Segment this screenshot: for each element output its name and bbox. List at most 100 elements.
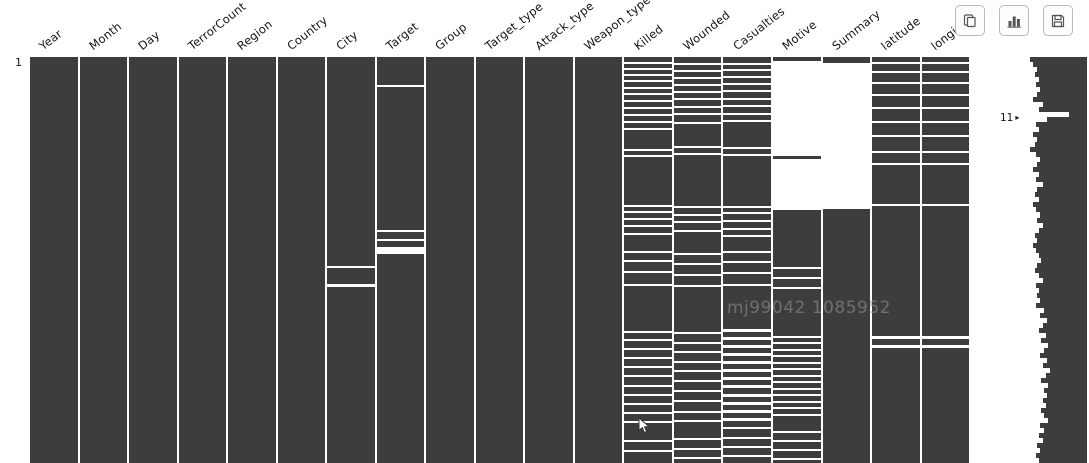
column-Country: Country xyxy=(277,13,330,463)
missing-stripe xyxy=(673,98,722,101)
missing-stripe xyxy=(772,448,821,451)
missing-stripe xyxy=(624,440,672,443)
missing-stripe xyxy=(921,162,970,165)
column-label: Region xyxy=(234,16,276,53)
missing-stripe xyxy=(673,63,722,66)
missing-stripe xyxy=(872,203,920,206)
sparkline-row xyxy=(1034,142,1087,148)
missing-stripe xyxy=(624,384,672,387)
sparkline-row xyxy=(1042,438,1087,444)
min-row-annotation: 11 ▸ xyxy=(1000,112,1019,124)
sparkline-row xyxy=(1035,453,1087,459)
missing-stripe xyxy=(624,250,672,253)
missing-stripe xyxy=(772,374,821,377)
save-button[interactable] xyxy=(1043,5,1073,36)
missing-stripe xyxy=(624,330,672,333)
sparkline-row xyxy=(1035,122,1087,128)
column-Motive: Motive xyxy=(772,17,821,463)
column-Target: Target xyxy=(376,19,425,463)
missing-stripe xyxy=(723,361,771,365)
missing-stripe xyxy=(624,74,672,77)
column-TerrorCount: TerrorCount xyxy=(178,0,248,463)
missing-stripe xyxy=(872,106,920,109)
missing-stripe xyxy=(723,212,771,215)
missing-stripe xyxy=(624,86,672,89)
sparkline-row xyxy=(1049,367,1087,373)
sparkline-row xyxy=(1034,72,1087,78)
missing-stripe xyxy=(673,360,722,363)
sparkline-row xyxy=(1048,383,1087,389)
missing-stripe xyxy=(624,283,672,286)
min-row-label: 11 xyxy=(1000,112,1014,124)
missing-stripe xyxy=(872,71,920,74)
missing-stripe xyxy=(673,76,722,79)
sparkline-row xyxy=(1044,347,1087,353)
missing-stripe xyxy=(772,61,821,157)
column-Casualties: Casualties xyxy=(723,4,787,463)
first-row-label: 1 xyxy=(15,56,22,69)
sparkline-row xyxy=(1044,413,1087,419)
sparkline-row xyxy=(1047,357,1087,363)
missing-stripe xyxy=(624,403,672,406)
missing-stripe xyxy=(921,93,970,96)
missing-stripe xyxy=(624,67,672,70)
sparkline-row xyxy=(1038,227,1087,233)
column-Day: Day xyxy=(129,28,177,463)
missing-stripe xyxy=(624,155,672,158)
sparkline-row xyxy=(1045,403,1087,409)
sparkline-row xyxy=(1045,372,1087,378)
sparkline-row xyxy=(1038,272,1087,278)
missing-stripe xyxy=(772,355,821,358)
missing-stripe xyxy=(921,203,970,206)
column-Target_type: Target_type xyxy=(475,0,546,463)
sparkline-row xyxy=(1038,127,1087,133)
sparkline-row xyxy=(1030,147,1087,153)
missing-stripe xyxy=(723,261,771,264)
missing-stripe xyxy=(921,82,970,85)
sparkline-row xyxy=(1038,287,1087,293)
column-label: Motive xyxy=(779,17,820,53)
column-Year: Year xyxy=(30,26,78,463)
column-label: Casualties xyxy=(730,4,788,53)
missing-stripe xyxy=(723,235,771,238)
missing-stripe xyxy=(624,412,672,415)
missing-stripe xyxy=(872,62,920,65)
sparkline-row xyxy=(1040,157,1087,163)
sparkline-row xyxy=(1036,187,1087,193)
missing-stripe xyxy=(624,149,672,152)
sparkline-row xyxy=(1035,152,1087,158)
missing-stripe xyxy=(673,437,722,440)
missing-stripe xyxy=(624,61,672,64)
sparkline-row xyxy=(1041,408,1087,414)
missing-stripe xyxy=(772,286,821,289)
sparkline-row xyxy=(1036,262,1087,268)
chart-button[interactable] xyxy=(999,5,1029,36)
copy-button[interactable] xyxy=(955,5,985,36)
missing-stripe xyxy=(772,387,821,390)
sparkline-row xyxy=(1038,197,1087,203)
column-label: Target xyxy=(383,19,421,53)
sparkline-row xyxy=(1048,418,1087,424)
missing-stripe xyxy=(921,135,970,138)
missing-stripe xyxy=(673,229,722,232)
missing-stripe xyxy=(624,128,672,131)
missing-stripe xyxy=(723,417,771,421)
column-label: Month xyxy=(86,19,124,53)
completeness-sparkline xyxy=(1030,57,1087,463)
missing-stripe xyxy=(723,120,771,123)
missing-stripe xyxy=(723,62,771,65)
missing-stripe xyxy=(872,345,920,349)
missing-stripe xyxy=(673,447,722,450)
missing-stripe xyxy=(673,273,722,276)
missing-stripe xyxy=(772,158,821,210)
sparkline-row xyxy=(1035,82,1087,88)
column-label: Country xyxy=(284,12,330,53)
missing-stripe xyxy=(723,272,771,275)
sparkline-row xyxy=(1038,433,1087,439)
missing-stripe xyxy=(772,413,821,416)
missing-stripe xyxy=(624,339,672,342)
sparkline-row xyxy=(1036,237,1087,243)
missing-stripe xyxy=(921,62,970,65)
sparkline-row xyxy=(1040,448,1087,454)
sparkline-row xyxy=(1034,192,1087,198)
